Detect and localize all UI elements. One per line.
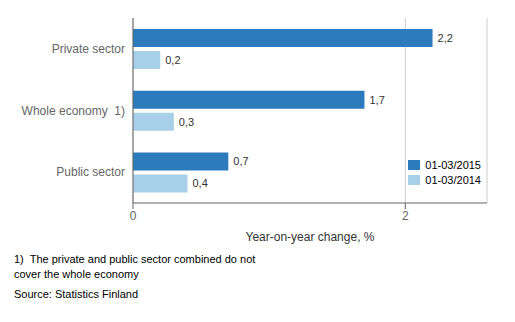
html-text:Source: Statistics Finland: Source: Statistics Finland [14, 288, 139, 300]
svg-text:Private sector: Private sector [52, 42, 125, 56]
svg-text:0,3: 0,3 [179, 116, 194, 128]
svg-text:1,7: 1,7 [369, 94, 384, 106]
html-text:01-03/2014: 01-03/2014 [425, 174, 481, 186]
svg-text:0,2: 0,2 [165, 54, 180, 66]
html-text:01-03/2015: 01-03/2015 [425, 159, 481, 171]
html-text:cover the whole economy: cover the whole economy [14, 268, 139, 280]
svg-text:0,4: 0,4 [192, 177, 207, 189]
svg-text:0: 0 [130, 209, 137, 223]
svg-text:Public sector: Public sector [56, 165, 125, 179]
svg-text:2,2: 2,2 [438, 32, 453, 44]
html-text:1) The private and public sect: 1) The private and public sector combine… [14, 253, 256, 265]
svg-text:Whole economy 1): Whole economy 1) [22, 104, 125, 118]
svg-text:0,7: 0,7 [233, 155, 248, 167]
svg-text:Year-on-year change, %: Year-on-year change, % [246, 230, 375, 244]
svg-text:2: 2 [402, 209, 409, 223]
